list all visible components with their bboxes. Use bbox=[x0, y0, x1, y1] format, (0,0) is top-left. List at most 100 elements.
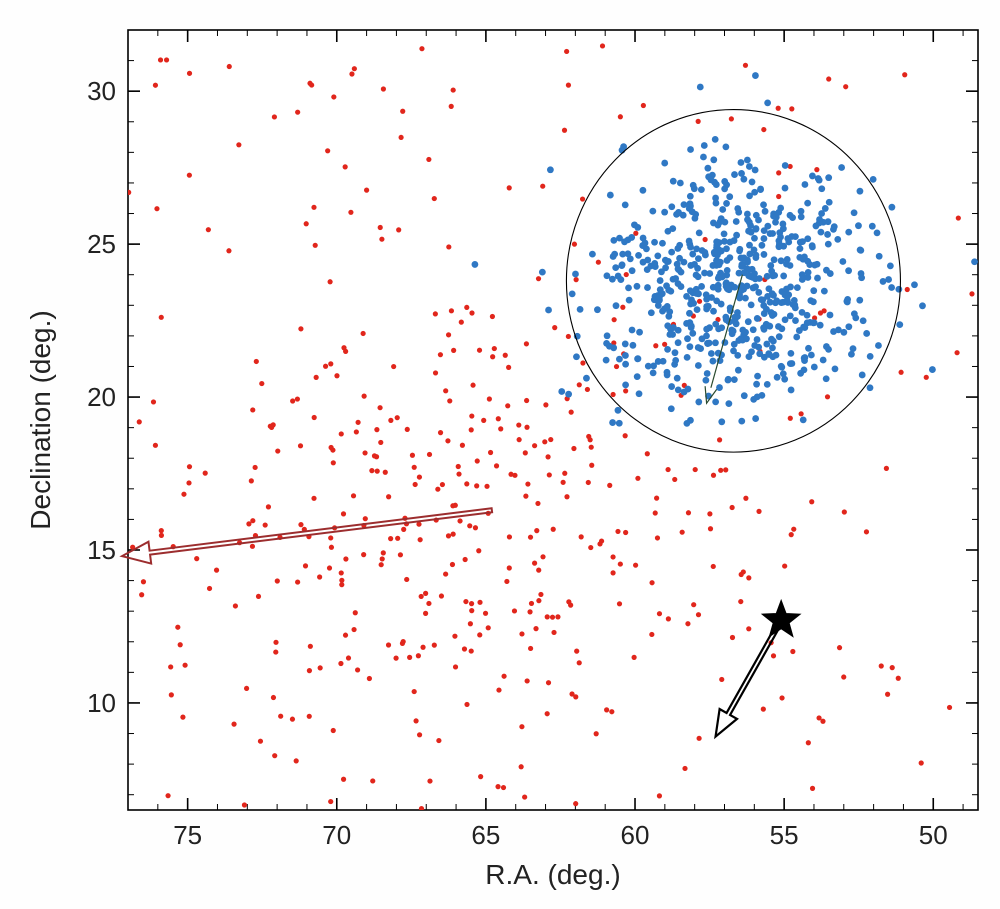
blue-point bbox=[692, 215, 699, 222]
blue-point bbox=[696, 229, 703, 236]
red-point bbox=[599, 538, 604, 543]
red-point bbox=[355, 420, 360, 425]
red-point bbox=[470, 383, 475, 388]
red-point bbox=[417, 732, 422, 737]
red-point bbox=[662, 342, 667, 347]
blue-point bbox=[686, 241, 693, 248]
blue-point bbox=[860, 317, 867, 324]
red-point bbox=[307, 668, 312, 673]
red-point bbox=[258, 739, 263, 744]
red-point bbox=[423, 611, 428, 616]
red-point bbox=[649, 580, 654, 585]
blue-point bbox=[684, 335, 691, 342]
red-point bbox=[574, 277, 579, 282]
red-point bbox=[355, 667, 360, 672]
red-point bbox=[555, 614, 560, 619]
red-point bbox=[354, 429, 359, 434]
blue-point bbox=[613, 302, 620, 309]
blue-point bbox=[753, 212, 760, 219]
x-tick-label: 75 bbox=[173, 820, 202, 850]
blue-point bbox=[708, 176, 715, 183]
red-point bbox=[884, 466, 889, 471]
blue-point bbox=[718, 418, 725, 425]
red-point bbox=[782, 563, 787, 568]
blue-point bbox=[676, 266, 683, 273]
red-point bbox=[303, 563, 308, 568]
red-point bbox=[164, 57, 169, 62]
red-point bbox=[536, 568, 541, 573]
red-point bbox=[707, 511, 712, 516]
blue-point bbox=[628, 234, 635, 241]
red-point bbox=[719, 677, 724, 682]
blue-point bbox=[870, 176, 877, 183]
red-point bbox=[272, 114, 277, 119]
red-point bbox=[490, 354, 495, 359]
red-point bbox=[203, 471, 208, 476]
red-point bbox=[275, 448, 280, 453]
red-point bbox=[413, 718, 418, 723]
blue-point bbox=[659, 308, 666, 315]
red-point bbox=[363, 516, 368, 521]
red-point bbox=[609, 709, 614, 714]
red-point bbox=[362, 450, 367, 455]
red-point bbox=[496, 687, 501, 692]
red-point bbox=[641, 103, 646, 108]
red-point bbox=[370, 778, 375, 783]
blue-point bbox=[676, 242, 683, 249]
red-point bbox=[816, 715, 821, 720]
red-point bbox=[535, 501, 540, 506]
blue-point bbox=[640, 235, 647, 242]
red-point bbox=[546, 680, 551, 685]
blue-point bbox=[744, 211, 751, 218]
blue-point bbox=[748, 348, 755, 355]
red-point bbox=[776, 170, 781, 175]
red-point bbox=[295, 396, 300, 401]
red-point bbox=[538, 592, 543, 597]
red-point bbox=[730, 635, 735, 640]
blue-point bbox=[706, 270, 713, 277]
blue-point bbox=[741, 392, 748, 399]
red-point bbox=[691, 602, 696, 607]
blue-point bbox=[760, 201, 767, 208]
blue-point bbox=[763, 341, 770, 348]
red-point bbox=[318, 665, 323, 670]
red-point bbox=[314, 375, 319, 380]
blue-point bbox=[722, 143, 729, 150]
blue-point bbox=[701, 249, 708, 256]
red-point bbox=[708, 526, 713, 531]
blue-point bbox=[700, 154, 707, 161]
red-point bbox=[275, 578, 280, 583]
red-point bbox=[269, 425, 274, 430]
red-point bbox=[244, 686, 249, 691]
blue-point bbox=[622, 352, 629, 359]
red-point bbox=[328, 361, 333, 366]
blue-point bbox=[674, 261, 681, 268]
red-point bbox=[474, 483, 479, 488]
blue-point bbox=[834, 236, 841, 243]
blue-point bbox=[695, 290, 702, 297]
red-point bbox=[890, 665, 895, 670]
blue-point bbox=[736, 246, 743, 253]
red-point bbox=[439, 593, 444, 598]
blue-point bbox=[691, 185, 698, 192]
blue-point bbox=[657, 277, 664, 284]
blue-point bbox=[750, 326, 757, 333]
red-point bbox=[696, 119, 701, 124]
red-point bbox=[349, 71, 354, 76]
red-point bbox=[459, 320, 464, 325]
red-point bbox=[374, 427, 379, 432]
red-point bbox=[543, 402, 548, 407]
blue-point bbox=[810, 287, 817, 294]
red-point bbox=[523, 494, 528, 499]
red-point bbox=[266, 504, 271, 509]
blue-point bbox=[649, 208, 656, 215]
red-point bbox=[547, 472, 552, 477]
red-point bbox=[159, 315, 164, 320]
red-point bbox=[635, 476, 640, 481]
blue-point bbox=[718, 301, 725, 308]
red-point bbox=[919, 760, 924, 765]
red-point bbox=[564, 494, 569, 499]
red-point bbox=[295, 110, 300, 115]
red-point bbox=[399, 135, 404, 140]
blue-point bbox=[650, 370, 657, 377]
